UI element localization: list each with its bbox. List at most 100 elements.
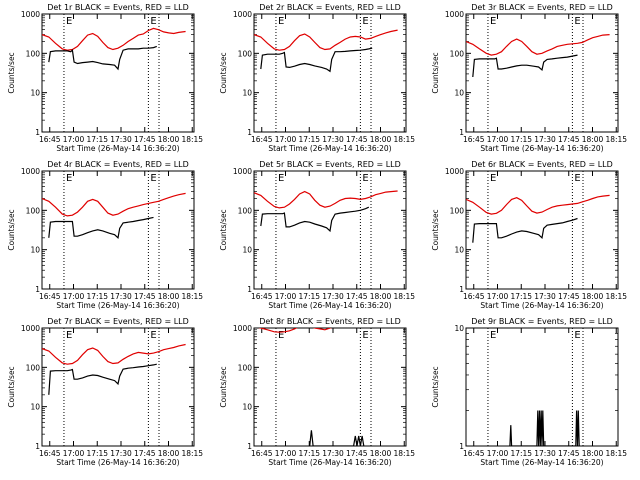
y-tick-label: 10: [454, 246, 464, 255]
x-tick-label: 18:00: [158, 135, 180, 144]
panel-det-7: Det 7r BLACK = Events, RED = LLD 1 10 100 10…: [7, 317, 203, 467]
panel-det-4: Det 4r BLACK = Events, RED = LLD 1 10 100 10…: [7, 160, 203, 310]
y-axis-label: Counts/sec: [219, 52, 228, 93]
panel-title: Det 3r BLACK = Events, RED = LLD: [471, 3, 613, 12]
x-tick-label: 18:15: [181, 135, 203, 144]
event-marker-label: E: [66, 173, 72, 184]
y-tick-label: 1: [247, 128, 252, 137]
series-line-events: [472, 217, 578, 243]
x-tick-label: 18:00: [370, 449, 392, 458]
series-line-events: [48, 45, 158, 71]
x-tick-label: 18:00: [582, 292, 604, 301]
x-tick-label: 17:15: [298, 135, 320, 144]
event-marker-label: E: [66, 330, 72, 341]
panel-det-8: Det 8r BLACK = Events, RED = LLD 1 10 100 10…: [219, 317, 415, 467]
x-tick-label: 16:45: [251, 449, 273, 458]
series-line-lld: [254, 29, 398, 51]
y-tick-label: 1: [247, 442, 252, 451]
x-tick-label: 17:15: [510, 449, 532, 458]
series-line-events: [48, 363, 157, 395]
x-axis-label: Start Time (26-May-14 16:36:20): [56, 144, 179, 153]
y-tick-label: 100: [238, 363, 253, 372]
x-axis-label: Start Time (26-May-14 16:36:20): [56, 301, 179, 310]
y-tick-label: 100: [450, 206, 465, 215]
panel-title: Det 5r BLACK = Events, RED = LLD: [259, 160, 401, 169]
plot-frame: [465, 13, 619, 133]
x-tick-label: 16:45: [39, 449, 61, 458]
plot-frame: [253, 327, 407, 447]
event-marker-label: E: [150, 173, 156, 184]
x-tick-label: 18:00: [158, 292, 180, 301]
panel-title: Det 9r BLACK = Events, RED = LLD: [471, 317, 613, 326]
x-tick-label: 17:00: [63, 449, 85, 458]
x-tick-label: 18:15: [605, 292, 627, 301]
y-tick-label: 1: [459, 128, 464, 137]
panel-det-3: Det 3r BLACK = Events, RED = LLD 1 10 100 10…: [431, 3, 627, 153]
y-axis-label: Counts/sec: [431, 209, 440, 250]
y-tick-label: 100: [26, 49, 41, 58]
series-line-lld: [466, 34, 610, 56]
x-tick-label: 17:15: [298, 292, 320, 301]
x-tick-label: 17:15: [298, 449, 320, 458]
y-tick-label: 10: [454, 89, 464, 98]
event-marker-label: E: [66, 16, 72, 27]
series-line-lld: [466, 194, 610, 215]
x-tick-label: 17:15: [86, 135, 108, 144]
x-tick-label: 16:45: [463, 135, 485, 144]
plot-frame: [41, 170, 195, 290]
y-tick-label: 1: [247, 285, 252, 294]
panel-det-2: Det 2r BLACK = Events, RED = LLD 1 10 100 10…: [219, 3, 415, 153]
x-tick-label: 18:00: [158, 449, 180, 458]
x-tick-label: 18:15: [181, 449, 203, 458]
y-tick-label: 1: [35, 442, 40, 451]
y-tick-label: 1: [35, 285, 40, 294]
x-tick-label: 18:15: [393, 292, 415, 301]
x-tick-label: 17:30: [322, 449, 344, 458]
x-tick-label: 17:30: [110, 135, 132, 144]
panel-det-1: Det 1r BLACK = Events, RED = LLD 1 10 100 10…: [7, 3, 203, 153]
x-tick-label: 17:00: [487, 449, 509, 458]
event-marker-label: E: [150, 330, 156, 341]
y-tick-label: 10: [242, 89, 252, 98]
y-tick-label: 10: [30, 246, 40, 255]
x-tick-label: 17:30: [322, 292, 344, 301]
plot-frame: [253, 170, 407, 290]
series-line-events: [509, 410, 580, 446]
x-tick-label: 17:45: [558, 449, 580, 458]
event-marker-label: E: [490, 173, 496, 184]
event-marker-label: E: [490, 330, 496, 341]
x-axis-label: Start Time (26-May-14 16:36:20): [268, 301, 391, 310]
y-axis-label: Counts/sec: [7, 209, 16, 250]
x-axis-label: Start Time (26-May-14 16:36:20): [480, 301, 603, 310]
x-tick-label: 18:15: [393, 449, 415, 458]
x-tick-label: 17:45: [134, 449, 156, 458]
event-marker-label: E: [574, 173, 580, 184]
y-tick-label: 10: [242, 246, 252, 255]
event-marker-label: E: [490, 16, 496, 27]
plot-frame: [41, 327, 195, 447]
x-tick-label: 17:15: [86, 449, 108, 458]
x-tick-label: 18:15: [605, 135, 627, 144]
x-tick-label: 17:15: [510, 292, 532, 301]
x-tick-label: 17:15: [510, 135, 532, 144]
x-tick-label: 17:30: [534, 449, 556, 458]
x-tick-label: 16:45: [463, 292, 485, 301]
y-tick-label: 1000: [233, 10, 252, 19]
x-axis-label: Start Time (26-May-14 16:36:20): [268, 144, 391, 153]
x-tick-label: 17:00: [275, 135, 297, 144]
panel-title: Det 6r BLACK = Events, RED = LLD: [471, 160, 613, 169]
y-tick-label: 100: [238, 49, 253, 58]
series-line-events: [48, 216, 154, 239]
event-marker-label: E: [150, 16, 156, 27]
y-tick-label: 1000: [21, 324, 40, 333]
x-tick-label: 16:45: [463, 449, 485, 458]
x-tick-label: 17:30: [322, 135, 344, 144]
y-tick-label: 1000: [445, 10, 464, 19]
y-axis-label: Counts/sec: [431, 52, 440, 93]
x-tick-label: 18:00: [582, 449, 604, 458]
x-tick-label: 16:45: [251, 135, 273, 144]
series-line-lld: [42, 27, 186, 51]
panel-det-9: Det 9r BLACK = Events, RED = LLD 1 10 Count…: [431, 317, 627, 467]
y-tick-label: 1: [459, 285, 464, 294]
